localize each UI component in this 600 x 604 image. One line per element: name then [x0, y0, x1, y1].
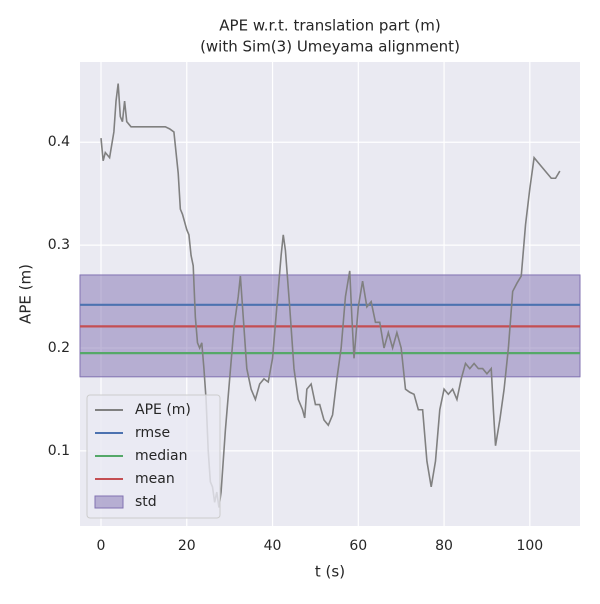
- chart-subtitle: (with Sim(3) Umeyama alignment): [200, 38, 460, 56]
- x-axis-label: t (s): [315, 563, 345, 581]
- legend-swatch: [94, 495, 124, 509]
- legend-label: rmse: [135, 425, 170, 441]
- x-tick-label: 100: [516, 538, 543, 554]
- x-tick-label: 60: [349, 538, 367, 554]
- legend-label: mean: [135, 471, 175, 487]
- y-tick-label: 0.4: [48, 134, 70, 150]
- legend-label: median: [135, 448, 187, 464]
- y-tick-label: 0.2: [48, 340, 70, 356]
- x-tick-label: 20: [178, 538, 196, 554]
- legend-label: std: [135, 494, 157, 510]
- x-tick-label: 80: [435, 538, 453, 554]
- x-tick-label: 40: [264, 538, 282, 554]
- chart-title: APE w.r.t. translation part (m): [219, 17, 440, 35]
- x-tick-label: 0: [97, 538, 106, 554]
- legend-label: APE (m): [135, 402, 191, 418]
- y-tick-label: 0.3: [48, 237, 70, 253]
- data-line: [100, 83, 561, 508]
- y-tick-label: 0.1: [48, 443, 70, 459]
- y-axis-label: APE (m): [17, 264, 35, 324]
- legend-box: [86, 394, 221, 519]
